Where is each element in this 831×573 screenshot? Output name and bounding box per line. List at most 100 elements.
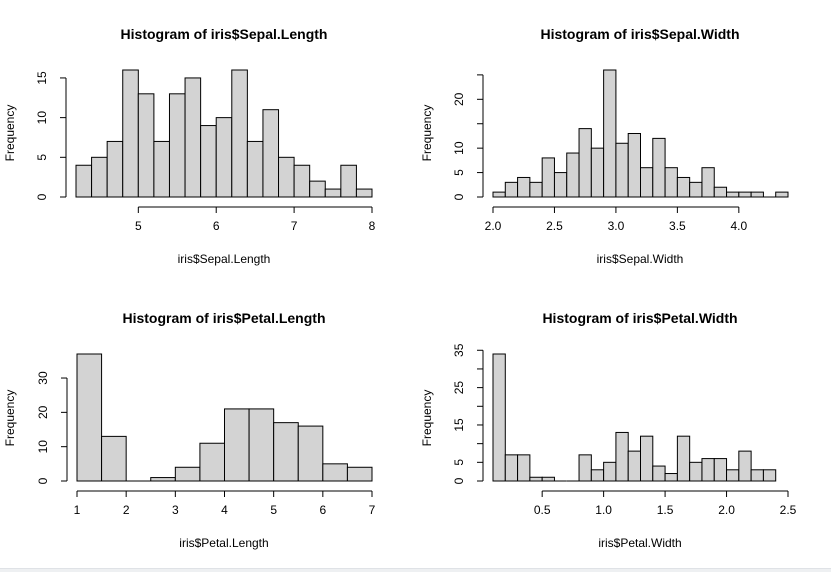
histogram-bar [246, 140, 264, 198]
y-tick-label: 0 [35, 193, 49, 200]
x-axis-label: iris$Sepal.Length [178, 252, 271, 266]
histogram-bar [627, 133, 641, 198]
histogram-bar [701, 167, 715, 198]
histogram-bar [640, 167, 654, 198]
x-tick-label: 5 [270, 503, 277, 517]
histogram-bar [199, 442, 226, 482]
y-tick-label: 0 [36, 477, 50, 484]
histogram-bar [750, 191, 764, 198]
histogram-bar [603, 69, 617, 198]
chart-title: Histogram of iris$Sepal.Width [540, 26, 739, 42]
histogram-bar [676, 176, 691, 198]
histogram-bar [664, 473, 678, 482]
x-tick-label: 3.5 [669, 219, 686, 233]
x-axis-label: iris$Petal.Width [598, 536, 681, 550]
histogram-bar [566, 152, 580, 198]
y-tick-label: 0 [452, 193, 466, 200]
y-tick-label: 15 [452, 418, 466, 432]
x-tick-label: 7 [369, 503, 376, 517]
histogram-bar [293, 164, 311, 198]
histogram-bar [200, 125, 217, 198]
y-axis-label: Frequency [3, 390, 17, 447]
x-tick-label: 2.5 [546, 219, 563, 233]
histogram-bar [122, 69, 139, 198]
x-tick-label: 6 [213, 219, 220, 233]
histogram-bar [664, 167, 678, 198]
y-tick-label: 20 [36, 405, 50, 419]
histogram-bar [578, 454, 592, 482]
histogram-bar [640, 435, 654, 482]
y-axis-label: Frequency [420, 390, 434, 447]
histogram-bar [231, 69, 248, 198]
histogram-bar [615, 142, 629, 198]
y-tick-label: 5 [452, 459, 466, 466]
x-tick-label: 6 [319, 503, 326, 517]
histogram-bar [101, 435, 127, 482]
histogram-bar [529, 476, 543, 482]
histogram-bar [309, 180, 326, 198]
y-tick-label: 10 [452, 141, 466, 155]
chart-title: Histogram of iris$Petal.Length [122, 310, 325, 326]
histogram-bar [150, 477, 176, 482]
histogram-bar [676, 435, 691, 482]
x-tick-label: 2.5 [780, 503, 797, 517]
histogram-bar [492, 353, 506, 482]
histogram-bar [541, 157, 555, 198]
x-tick-label: 5 [135, 219, 142, 233]
histogram-bar [297, 425, 324, 482]
histogram-bar [541, 476, 555, 482]
histogram-bar [168, 93, 186, 198]
y-tick-label: 30 [36, 371, 50, 385]
histogram-bar [224, 408, 250, 482]
x-tick-label: 1 [74, 503, 81, 517]
histogram-panel-3: 1 2 3 4 5 6 7 0 10 20 30 Histogram of iris$Petal.Le… [3, 310, 376, 550]
histogram-bar [689, 181, 703, 198]
histogram-bar [91, 156, 108, 198]
x-tick-label: 2.0 [718, 503, 735, 517]
y-tick-label: 0 [452, 477, 466, 484]
histogram-bar [689, 461, 703, 482]
chart-title: Histogram of iris$Petal.Width [542, 310, 737, 326]
histogram-bar [750, 469, 764, 482]
histogram-bar [590, 147, 605, 198]
histogram-bar [517, 454, 531, 482]
histogram-bar [322, 463, 348, 482]
histogram-bar [106, 140, 124, 198]
histogram-bar [553, 172, 568, 198]
x-tick-label: 1.0 [595, 503, 612, 517]
histogram-bar [652, 465, 666, 482]
y-tick-label: 10 [36, 440, 50, 454]
x-tick-label: 0.5 [534, 503, 551, 517]
y-tick-label: 10 [35, 111, 49, 125]
histogram-bar [76, 353, 103, 482]
chart-title: Histogram of iris$Sepal.Length [121, 26, 328, 42]
histogram-bar [529, 181, 543, 198]
histogram-panel-1: 5 6 7 8 0 5 10 15 Histogram of iris$Sepal.Length… [3, 26, 376, 266]
histogram-panel-4: 0.5 1.0 1.5 2.0 2.5 0 5 15 25 35 Histogram of iris… [420, 310, 797, 550]
x-tick-label: 3.0 [608, 219, 625, 233]
x-tick-label: 7 [291, 219, 298, 233]
y-tick-label: 35 [452, 343, 466, 357]
bottom-border [0, 568, 831, 572]
histogram-bar [726, 191, 740, 198]
histogram-bar [184, 77, 202, 198]
histogram-bar [248, 408, 275, 482]
histogram-bar [75, 164, 93, 198]
y-axis-label: Frequency [3, 105, 17, 162]
histogram-bar [713, 458, 728, 482]
histogram-bar [153, 140, 170, 198]
x-axis-label: iris$Petal.Length [179, 536, 268, 550]
histogram-bar [738, 191, 752, 198]
histogram-bar [492, 191, 506, 198]
histogram-bar [517, 176, 531, 198]
histogram-bar [713, 186, 728, 198]
y-tick-label: 5 [35, 154, 49, 161]
y-tick-label: 15 [35, 71, 49, 85]
y-tick-label: 20 [452, 92, 466, 106]
histogram-bar [726, 469, 740, 482]
histogram-bar [701, 458, 715, 482]
histogram-bar [340, 164, 357, 198]
x-tick-label: 4.0 [730, 219, 747, 233]
